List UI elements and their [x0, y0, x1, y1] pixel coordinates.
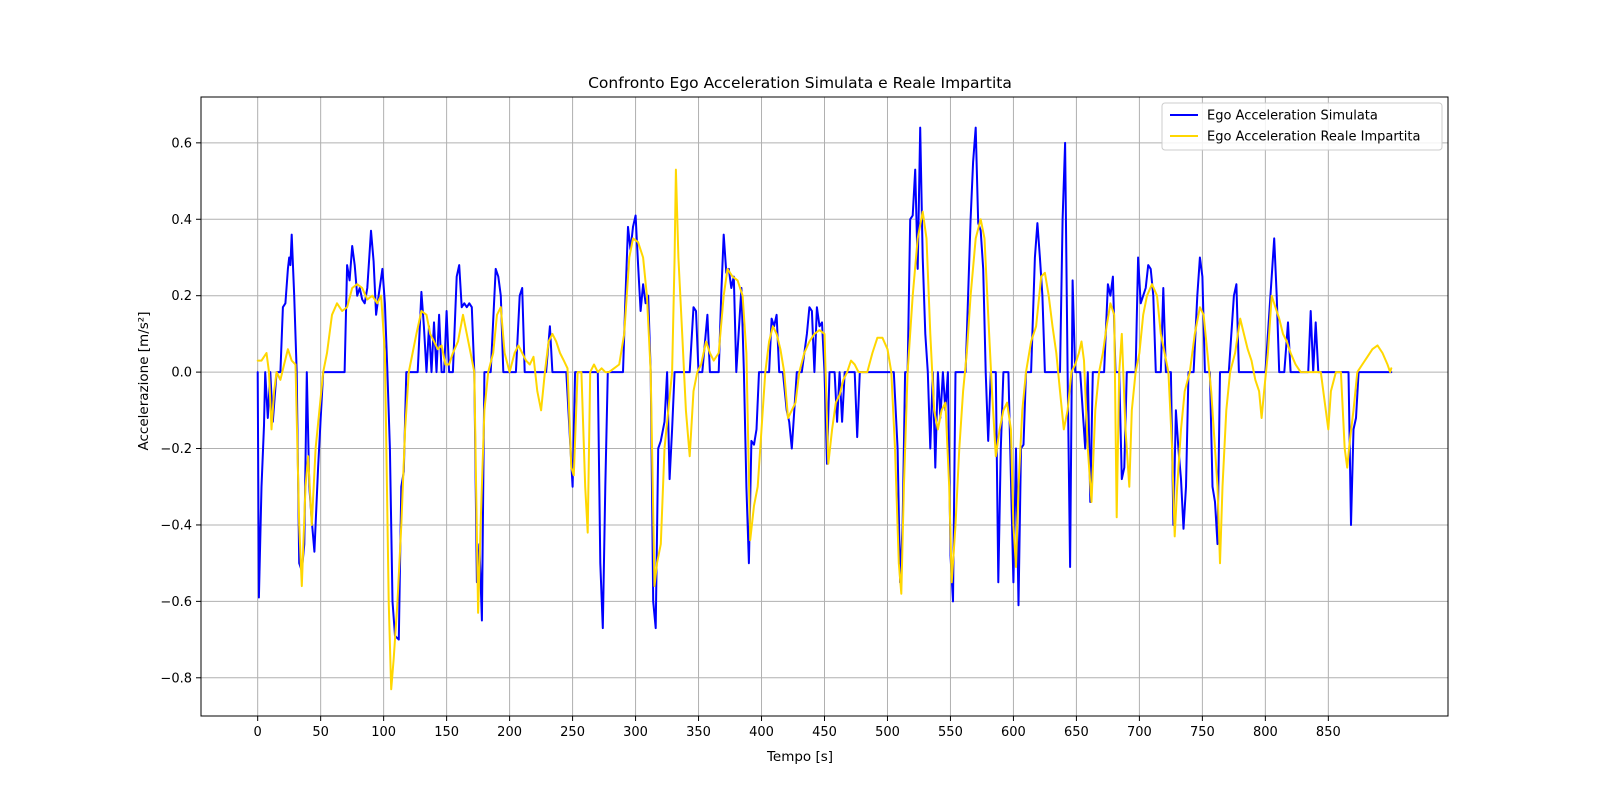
y-tick-label: 0.4 [171, 213, 192, 228]
chart-title: Confronto Ego Acceleration Simulata e Re… [588, 74, 1012, 92]
x-tick-label: 500 [875, 725, 900, 740]
legend-label-reale: Ego Acceleration Reale Impartita [1207, 130, 1420, 145]
x-tick-label: 100 [371, 725, 396, 740]
x-tick-label: 300 [623, 725, 648, 740]
x-tick-label: 850 [1316, 725, 1341, 740]
x-axis-label: Tempo [s] [766, 749, 833, 765]
x-tick-label: 450 [812, 725, 837, 740]
x-tick-label: 50 [312, 725, 329, 740]
legend: Ego Acceleration Simulata Ego Accelerati… [1161, 102, 1443, 151]
series-layer [256, 126, 1393, 691]
y-tick-label: 0.6 [171, 136, 192, 151]
y-axis-label: Accelerazione [m/s²] [136, 312, 152, 451]
x-axis-ticks: 0 50 100 150 200 250 300 350 400 450 500 550 600 650 7… [254, 716, 1341, 740]
x-tick-label: 200 [497, 725, 522, 740]
x-tick-label: 750 [1190, 725, 1215, 740]
y-tick-label: −0.2 [160, 442, 192, 457]
series-line-reale [256, 168, 1393, 691]
x-tick-label: 800 [1253, 725, 1278, 740]
x-tick-label: 550 [938, 725, 963, 740]
legend-label-simulata: Ego Acceleration Simulata [1207, 109, 1378, 124]
x-tick-label: 150 [434, 725, 459, 740]
y-tick-label: −0.4 [160, 518, 192, 533]
x-tick-label: 700 [1127, 725, 1152, 740]
x-tick-label: 600 [1001, 725, 1026, 740]
x-tick-label: 250 [560, 725, 585, 740]
y-tick-label: 0.2 [171, 289, 192, 304]
x-tick-label: 400 [749, 725, 774, 740]
y-tick-label: −0.6 [160, 595, 192, 610]
x-tick-label: 0 [254, 725, 262, 740]
x-tick-label: 650 [1064, 725, 1089, 740]
y-tick-label: 0.0 [171, 366, 192, 381]
legend-box [1161, 102, 1443, 151]
series-line-simulata [256, 126, 1393, 641]
x-tick-label: 350 [686, 725, 711, 740]
y-axis-ticks: −0.8 −0.6 −0.4 −0.2 0.0 0.2 0.4 0.6 [160, 136, 201, 686]
y-tick-label: −0.8 [160, 671, 192, 686]
